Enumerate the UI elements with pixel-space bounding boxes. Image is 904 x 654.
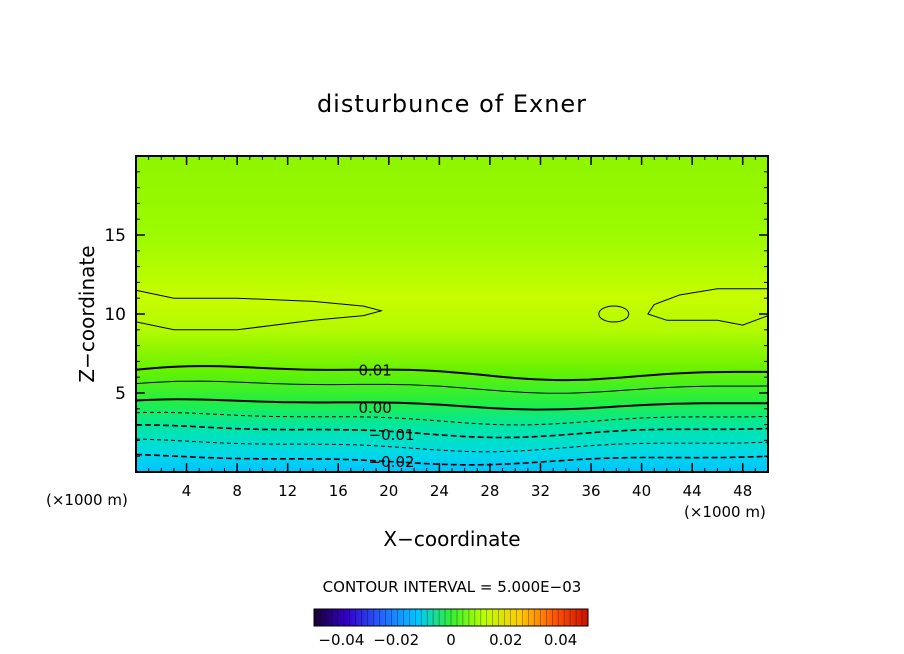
y-tick-labels: 5 10 15: [104, 226, 126, 404]
chart-title: disturbunce of Exner: [317, 90, 587, 118]
x-tick-label: 36: [581, 482, 600, 500]
colorbar-tick-labels: −0.04 −0.02 0 0.02 0.04: [318, 631, 577, 649]
colorbar-tick-label: −0.02: [373, 631, 419, 649]
colorbar-tick-label: 0: [446, 631, 456, 649]
x-axis-label: X−coordinate: [383, 527, 520, 551]
x-unit-label-right: (×1000 m): [684, 503, 766, 521]
contour-field: [136, 156, 768, 472]
x-tick-label: 12: [278, 482, 297, 500]
contour-line: [135, 398, 769, 411]
plot-area: 0.01 0.00 −0.01 −0.02: [135, 155, 769, 473]
colorbar-tick-label: 0.02: [489, 631, 522, 649]
y-axis-label: Z−coordinate: [75, 245, 99, 382]
contour-line: [647, 288, 769, 326]
contour-interval-text: CONTOUR INTERVAL = 5.000E−03: [323, 578, 582, 596]
contour-label: 0.01: [358, 361, 391, 379]
x-tick-label: 24: [430, 482, 449, 500]
contour-line: [135, 289, 384, 331]
x-tick-label: 40: [632, 482, 651, 500]
x-tick-label: 32: [531, 482, 550, 500]
x-tick-label: 4: [182, 482, 192, 500]
x-tick-labels: 4 8 12 16 20 24 28 32 36 40 44 48: [182, 482, 752, 500]
x-tick-label: 28: [480, 482, 499, 500]
y-tick-label: 15: [104, 226, 126, 246]
contour-label: −0.01: [369, 426, 415, 444]
contour-line: [136, 424, 769, 439]
contour-line: [135, 365, 768, 382]
contour-line: [135, 453, 769, 466]
contour-lines: [135, 288, 769, 466]
contour-line: [598, 305, 630, 323]
x-tick-label: 16: [329, 482, 348, 500]
y-tick-label: 5: [115, 384, 126, 404]
x-tick-label: 48: [733, 482, 752, 500]
contour-labels: 0.01 0.00 −0.01 −0.02: [358, 361, 415, 471]
colorbar-tick-label: 0.04: [544, 631, 577, 649]
x-unit-label-left: (×1000 m): [46, 491, 128, 509]
contour-label: −0.02: [369, 453, 415, 471]
colorbar: [313, 608, 589, 627]
contour-line: [135, 411, 769, 426]
colorbar-stripes: [319, 609, 583, 626]
contour-label: 0.00: [358, 399, 391, 417]
x-tick-label: 44: [683, 482, 702, 500]
colorbar-tick-label: −0.04: [318, 631, 364, 649]
axis-ticks: [136, 156, 768, 472]
colorbar-frame: [313, 608, 589, 627]
x-tick-label: 20: [379, 482, 398, 500]
y-tick-label: 10: [104, 305, 126, 325]
contour-line: [135, 438, 769, 453]
x-tick-label: 8: [232, 482, 242, 500]
contour-line: [135, 380, 769, 394]
